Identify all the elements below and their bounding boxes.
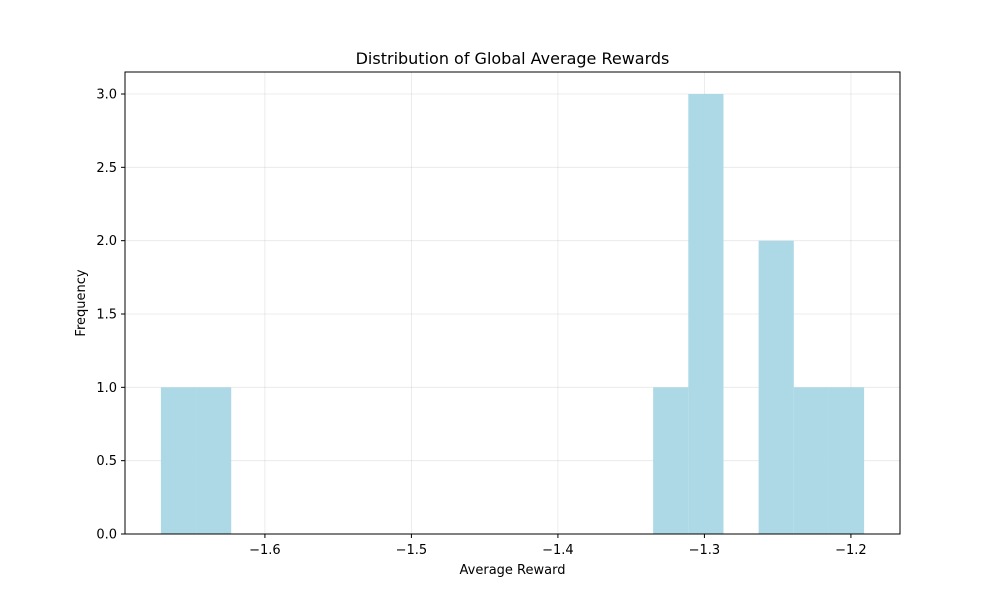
histogram-bar xyxy=(688,94,724,534)
y-tick-label: 2.0 xyxy=(96,234,117,249)
histogram-bar xyxy=(758,240,794,534)
y-tick-label: 0.0 xyxy=(96,528,117,543)
x-tick-label: −1.2 xyxy=(835,543,867,558)
y-tick-label: 3.0 xyxy=(96,88,117,103)
histogram-bar xyxy=(653,387,689,534)
y-tick-label: 0.5 xyxy=(96,454,117,469)
x-tick-label: −1.6 xyxy=(249,543,281,558)
plot-frame xyxy=(124,71,901,535)
histogram-bar xyxy=(160,387,197,534)
x-tick-label: −1.3 xyxy=(689,543,721,558)
x-tick-label: −1.4 xyxy=(542,543,574,558)
histogram-bar xyxy=(828,387,865,534)
y-axis-label: Frequency xyxy=(74,269,89,336)
bar-layer xyxy=(160,94,865,534)
histogram-bar xyxy=(196,387,232,534)
histogram-bar xyxy=(793,387,829,534)
y-tick-label: 1.0 xyxy=(96,381,117,396)
y-tick-label: 2.5 xyxy=(96,161,117,176)
chart-title: Distribution of Global Average Rewards xyxy=(356,49,670,68)
x-axis-label: Average Reward xyxy=(460,563,566,578)
x-tick-label: −1.5 xyxy=(396,543,428,558)
tick-layer: −1.6 −1.5 −1.4 −1.3 −1.2 0.0 0.5 1.0 1.5 2.0 2.5 3.… xyxy=(96,88,866,559)
y-tick-label: 1.5 xyxy=(96,308,117,323)
